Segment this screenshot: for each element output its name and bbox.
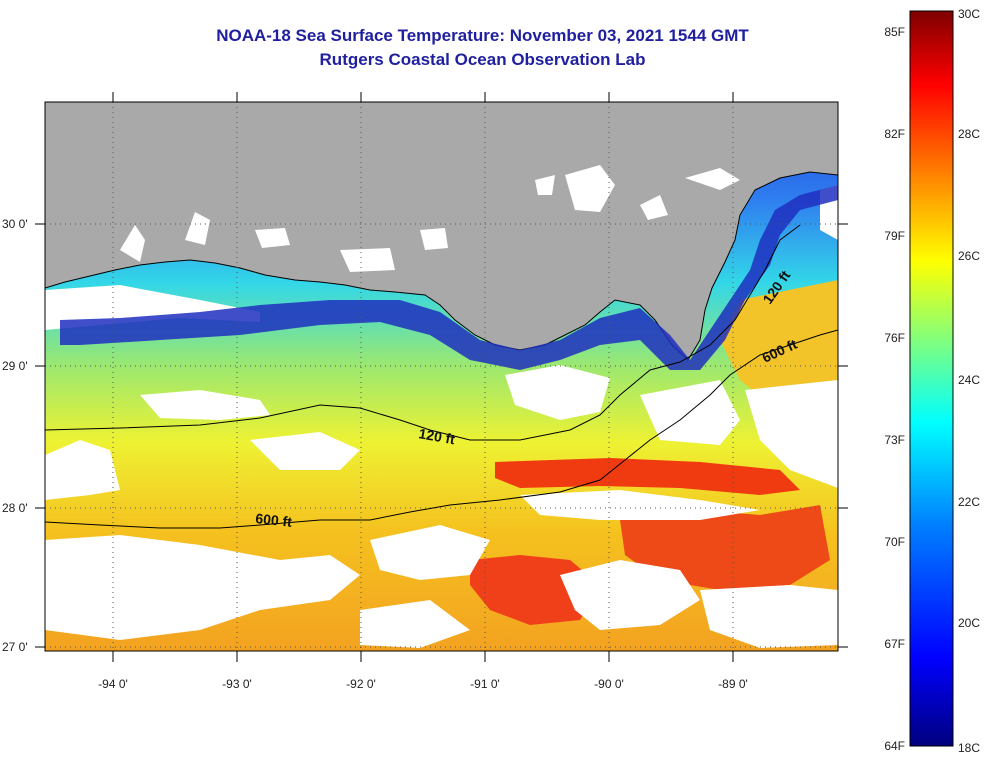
lat-label-29: 29 0' xyxy=(2,359,28,373)
tick-marks xyxy=(35,92,848,662)
cold-coastal-water xyxy=(60,185,838,370)
map-title: NOAA-18 Sea Surface Temperature: Novembe… xyxy=(216,26,749,45)
colorbar-f-85: 85F xyxy=(884,25,905,39)
map-subtitle: Rutgers Coastal Ocean Observation Lab xyxy=(319,50,646,69)
colorbar-f-73: 73F xyxy=(884,433,905,447)
sst-field xyxy=(45,102,838,651)
graticule xyxy=(45,102,838,651)
lat-label-27: 27 0' xyxy=(2,640,28,654)
colorbar-f-82: 82F xyxy=(884,127,905,141)
lon-label-91: -91 0' xyxy=(470,677,500,691)
lon-label-92: -92 0' xyxy=(346,677,376,691)
lon-label-90: -90 0' xyxy=(594,677,624,691)
colorbar-f-67: 67F xyxy=(884,637,905,651)
colorbar-f-64: 64F xyxy=(884,739,905,753)
colorbar-c-24: 24C xyxy=(958,373,980,387)
isobath-600ft xyxy=(45,329,838,529)
colorbar-f-76: 76F xyxy=(884,331,905,345)
colorbar-c-18: 18C xyxy=(958,741,980,755)
inland-clouds xyxy=(120,165,740,272)
isobath-label-120-west: 120 ft xyxy=(417,425,456,447)
map-frame xyxy=(44,101,839,652)
colorbar-c-20: 20C xyxy=(958,616,980,630)
lat-label-30: 30 0' xyxy=(2,217,28,231)
lon-label-94: -94 0' xyxy=(98,677,128,691)
colorbar-c-22: 22C xyxy=(958,495,980,509)
colorbar-c-28: 28C xyxy=(958,127,980,141)
isobath-120ft xyxy=(45,224,801,441)
colorbar xyxy=(909,10,954,747)
colorbar-f-79: 79F xyxy=(884,229,905,243)
lon-label-89: -89 0' xyxy=(718,677,748,691)
warm-patch-south xyxy=(470,555,600,625)
isobath-label-600-west: 600 ft xyxy=(255,510,293,530)
colorbar-f-70: 70F xyxy=(884,535,905,549)
lon-label-93: -93 0' xyxy=(222,677,252,691)
lat-label-28: 28 0' xyxy=(2,501,28,515)
warm-band xyxy=(495,458,800,495)
colorbar-c-26: 26C xyxy=(958,249,980,263)
colorbar-c-30: 30C xyxy=(958,7,980,21)
